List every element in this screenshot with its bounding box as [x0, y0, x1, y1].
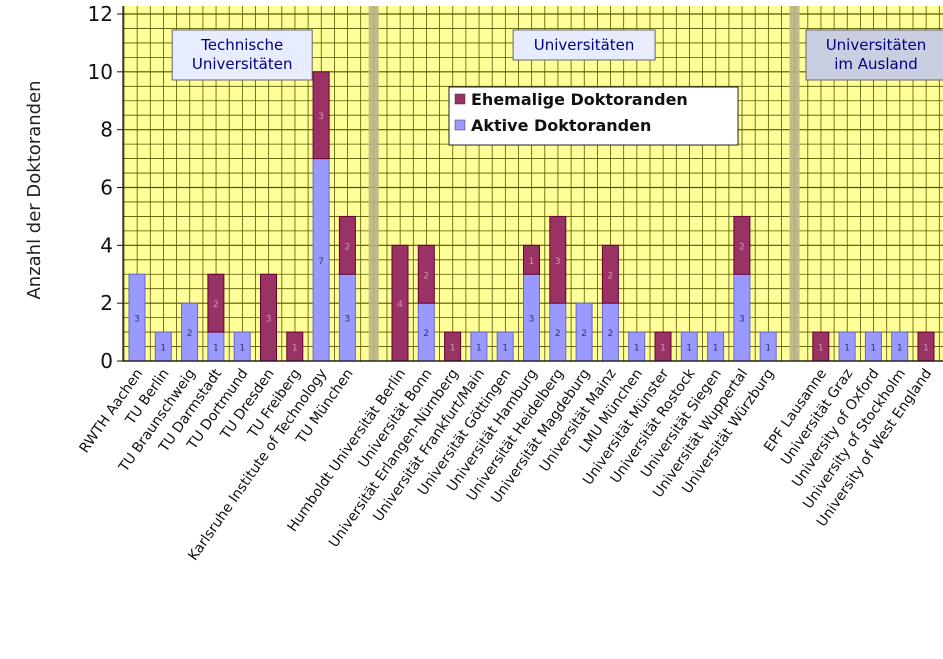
data-label: 2: [581, 329, 587, 339]
group-label-box: [805, 29, 943, 81]
data-label: 2: [345, 242, 351, 252]
data-label: 7: [318, 257, 324, 267]
data-label: 3: [134, 315, 140, 325]
data-label: 2: [423, 329, 429, 339]
data-label: 1: [897, 344, 903, 354]
group-label: Universitäten: [534, 36, 635, 54]
group-label-box: [512, 29, 656, 61]
y-tick-label: 6: [100, 176, 113, 200]
bar-segment-former: [549, 215, 567, 304]
data-label: 1: [160, 344, 166, 354]
data-label: 1: [450, 344, 456, 354]
group-label: Universitäten: [826, 36, 927, 54]
bar-segment-former: [312, 71, 330, 160]
data-label: 4: [397, 300, 403, 310]
data-label: 3: [529, 315, 535, 325]
legend-swatch: [454, 119, 466, 131]
y-tick-label: 0: [100, 349, 113, 373]
bar-segment-former: [207, 273, 225, 333]
data-label: 1: [634, 344, 640, 354]
data-label: 2: [213, 300, 219, 310]
data-label: 1: [844, 344, 850, 354]
data-label: 1: [871, 344, 877, 354]
data-label: 2: [187, 329, 193, 339]
bar-segment-former: [417, 244, 435, 304]
data-label: 3: [739, 315, 745, 325]
y-tick-label: 10: [88, 60, 113, 84]
y-axis-label: Anzahl der Doktoranden: [24, 80, 45, 299]
bar-segment-former: [338, 215, 356, 275]
group-separator: [368, 6, 379, 361]
group-label: im Ausland: [834, 55, 918, 73]
y-tick-label: 8: [100, 118, 113, 142]
data-label: 3: [266, 315, 272, 325]
data-label: 1: [923, 344, 929, 354]
legend-swatch: [454, 93, 466, 105]
y-tick-label: 12: [88, 2, 113, 26]
data-label: 2: [608, 271, 614, 281]
data-label: 2: [555, 329, 561, 339]
data-label: 1: [292, 344, 298, 354]
group-separator: [789, 6, 800, 361]
bar-segment-former: [523, 244, 540, 275]
data-label: 3: [345, 315, 351, 325]
data-label: 1: [502, 344, 508, 354]
bar-segment-former: [601, 244, 619, 304]
data-label: 1: [686, 344, 692, 354]
data-label: 2: [423, 271, 429, 281]
y-tick-label: 4: [100, 233, 113, 257]
data-label: 1: [818, 344, 824, 354]
bar-segment-former: [733, 215, 751, 275]
y-tick-label: 2: [100, 291, 113, 315]
data-label: 1: [713, 344, 719, 354]
data-label: 1: [765, 344, 771, 354]
legend-box: [448, 86, 739, 146]
legend-label: Ehemalige Doktoranden: [471, 90, 688, 109]
data-label: 2: [739, 242, 745, 252]
group-label-box: [171, 29, 313, 81]
data-label: 1: [476, 344, 482, 354]
data-label: 3: [318, 112, 324, 122]
data-label: 2: [608, 329, 614, 339]
legend-label: Aktive Doktoranden: [471, 116, 651, 135]
data-label: 1: [239, 344, 245, 354]
group-label: Universitäten: [192, 55, 293, 73]
data-label: 1: [213, 344, 219, 354]
data-label: 3: [555, 257, 561, 267]
data-label: 1: [660, 344, 666, 354]
data-label: 1: [529, 257, 535, 267]
group-label: Technische: [200, 36, 283, 54]
